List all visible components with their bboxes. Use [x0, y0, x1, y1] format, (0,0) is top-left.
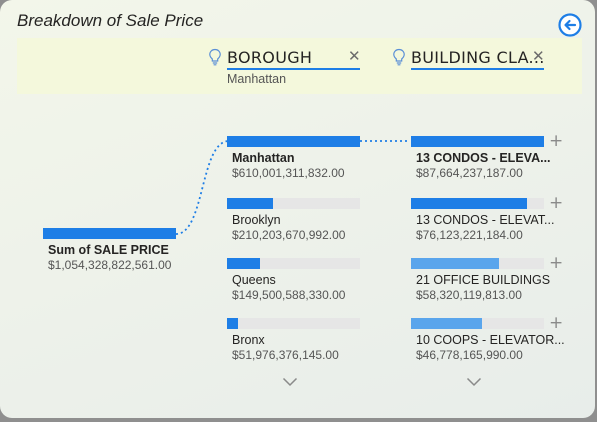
bar-fill — [43, 228, 176, 239]
plus-icon[interactable]: + — [549, 313, 564, 333]
node-value: $149,500,588,330.00 — [232, 288, 346, 302]
node-value: $46,778,165,990.00 — [416, 348, 523, 362]
bar-fill — [227, 258, 260, 269]
bar-track — [43, 228, 176, 239]
chevron-down-icon[interactable] — [466, 377, 482, 387]
node-label: 10 COOPS - ELEVATOR... — [416, 333, 565, 347]
level-underline — [227, 68, 360, 70]
node-value: $1,054,328,822,561.00 — [48, 258, 172, 272]
plus-icon[interactable]: + — [549, 193, 564, 213]
bar-fill — [411, 136, 544, 147]
level-underline — [411, 68, 544, 70]
node-value: $51,976,376,145.00 — [232, 348, 339, 362]
back-arrow-icon[interactable] — [558, 13, 582, 37]
lightbulb-icon — [393, 48, 405, 66]
bar-fill — [411, 198, 527, 209]
bar-track — [227, 136, 360, 147]
bar-fill — [411, 258, 500, 269]
node-label: 13 CONDOS - ELEVA... — [416, 151, 551, 165]
bar-track — [411, 198, 544, 209]
node-label: Bronx — [232, 333, 265, 347]
level-name: BUILDING CLA... — [411, 48, 545, 67]
level-header-band — [17, 38, 582, 94]
bar-track — [411, 258, 544, 269]
bar-track — [411, 318, 544, 329]
lightbulb-icon — [209, 48, 221, 66]
node-label: Queens — [232, 273, 276, 287]
level-name: BOROUGH — [227, 48, 313, 67]
node-value: $76,123,221,184.00 — [416, 228, 523, 242]
bar-fill — [227, 318, 239, 329]
bar-track — [227, 318, 360, 329]
plus-icon[interactable]: + — [549, 131, 564, 151]
node-value: $610,001,311,832.00 — [232, 166, 345, 180]
close-icon[interactable]: ✕ — [532, 47, 545, 65]
bar-fill — [411, 318, 483, 329]
bar-track — [227, 258, 360, 269]
bar-track — [227, 198, 360, 209]
level-selected-value: Manhattan — [227, 72, 287, 86]
bar-fill — [227, 136, 360, 147]
node-value: $210,203,670,992.00 — [232, 228, 346, 242]
node-value: $58,320,119,813.00 — [416, 288, 522, 302]
node-label: Sum of SALE PRICE — [48, 243, 169, 257]
bar-fill — [227, 198, 273, 209]
node-label: 21 OFFICE BUILDINGS — [416, 273, 551, 287]
bar-track — [411, 136, 544, 147]
node-label: Manhattan — [232, 151, 295, 165]
visual-title: Breakdown of Sale Price — [17, 11, 204, 30]
close-icon[interactable]: ✕ — [348, 47, 361, 65]
node-label: Brooklyn — [232, 213, 281, 227]
plus-icon[interactable]: + — [549, 253, 564, 273]
node-label: 13 CONDOS - ELEVAT... — [416, 213, 555, 227]
node-value: $87,664,237,187.00 — [416, 166, 523, 180]
chevron-down-icon[interactable] — [282, 377, 298, 387]
